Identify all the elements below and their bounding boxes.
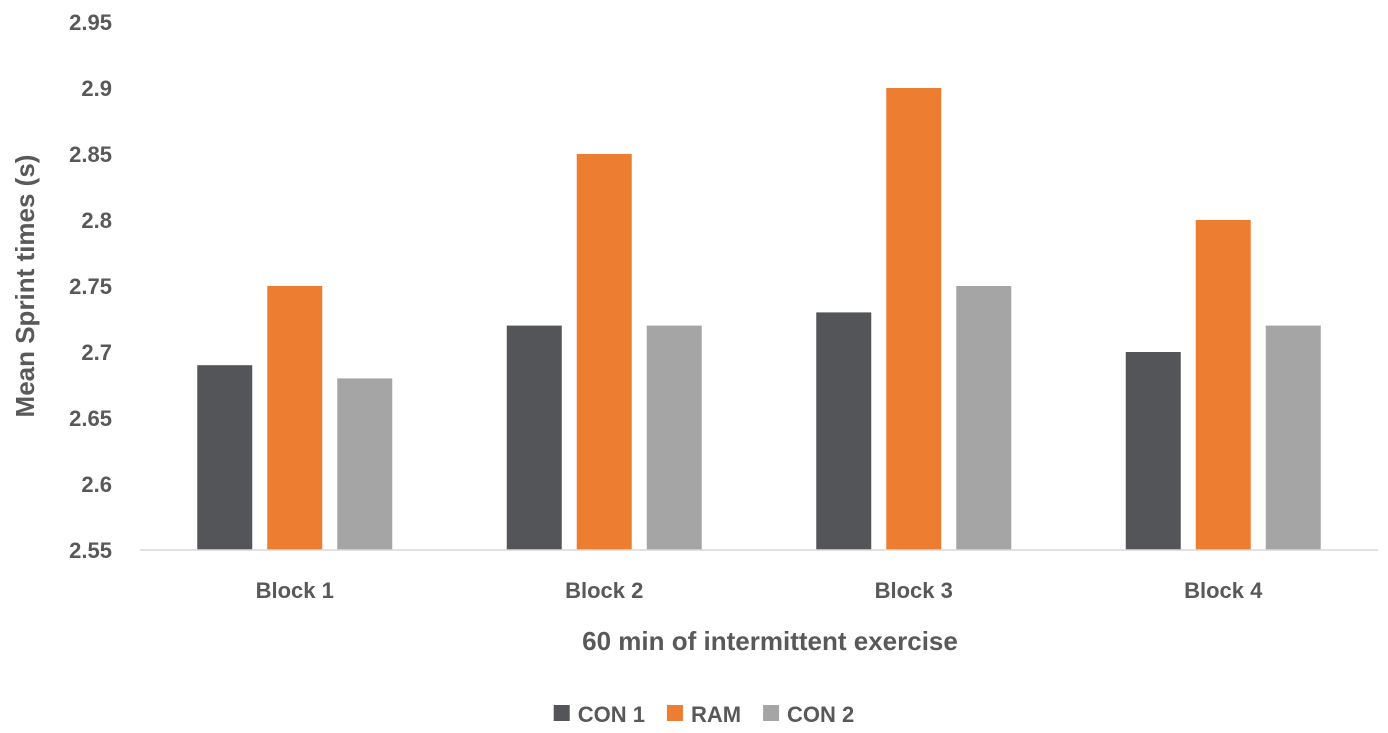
y-tick-label: 2.55 — [69, 538, 112, 563]
x-tick-label: Block 3 — [875, 578, 953, 603]
x-tick-label: Block 2 — [565, 578, 643, 603]
y-tick-label: 2.6 — [81, 472, 112, 497]
x-axis-title: 60 min of intermittent exercise — [582, 626, 958, 656]
legend-label: CON 1 — [578, 702, 645, 727]
y-axis-title: Mean Sprint times (s) — [10, 155, 40, 418]
bar-con-2 — [1265, 325, 1321, 550]
bar-con-2 — [337, 378, 393, 550]
y-tick-label: 2.95 — [69, 10, 112, 35]
legend-swatch-ram — [666, 705, 683, 721]
y-tick-label: 2.85 — [69, 142, 112, 167]
legend-swatch-con-1 — [553, 705, 570, 721]
legend-label: RAM — [691, 702, 741, 727]
bar-con-1 — [506, 325, 562, 550]
x-axis-ticks: Block 1 Block 2 Block 3 Block 4 — [256, 578, 1264, 603]
y-tick-label: 2.75 — [69, 274, 112, 299]
bar-ram — [267, 286, 323, 550]
bar-ram — [576, 154, 632, 550]
bar-ram — [1195, 220, 1251, 550]
bar-con-1 — [1125, 352, 1181, 550]
y-tick-label: 2.9 — [81, 76, 112, 101]
legend: CON 1 RAM CON 2 — [553, 702, 854, 727]
legend-swatch-con-2 — [763, 705, 780, 721]
bar-con-1 — [197, 365, 253, 550]
y-tick-label: 2.7 — [81, 340, 112, 365]
legend-label: CON 2 — [787, 702, 854, 727]
y-axis-ticks: 2.55 2.6 2.65 2.7 2.75 2.8 2.85 2.9 2.95 — [69, 10, 112, 563]
x-tick-label: Block 1 — [256, 578, 334, 603]
y-tick-label: 2.65 — [69, 406, 112, 431]
bar-con-2 — [956, 286, 1012, 550]
x-tick-label: Block 4 — [1184, 578, 1263, 603]
bars — [197, 88, 1321, 550]
bar-con-2 — [646, 325, 702, 550]
bar-ram — [886, 88, 942, 550]
y-tick-label: 2.8 — [81, 208, 112, 233]
bar-con-1 — [816, 312, 872, 550]
